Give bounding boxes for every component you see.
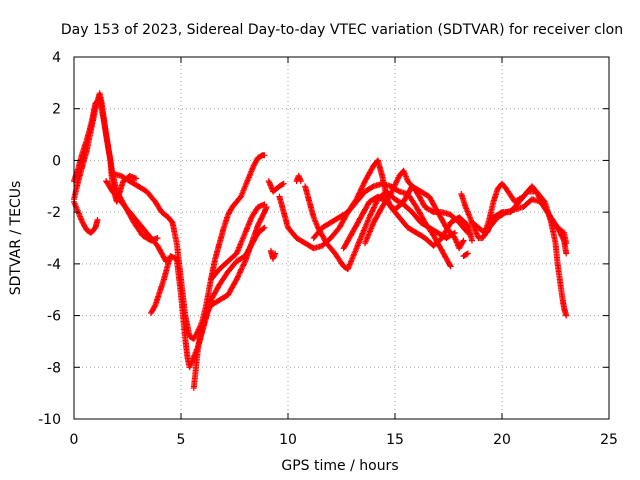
x-tick-label: 5	[177, 432, 186, 448]
grid-lines	[74, 57, 609, 419]
y-tick-label: -4	[47, 257, 61, 273]
data-point-markers	[362, 167, 471, 247]
y-axis-label: SDTVAR / TECUs	[8, 181, 24, 296]
tick-marks	[73, 56, 610, 420]
chart-title: Day 153 of 2023, Sidereal Day-to-day VTE…	[61, 22, 623, 38]
y-tick-label: 4	[52, 50, 61, 66]
series-track-l	[293, 172, 304, 185]
y-tick-label: -6	[47, 309, 61, 325]
data-point-markers	[293, 172, 304, 185]
data-point-markers	[267, 247, 279, 262]
data-point-markers	[460, 250, 471, 260]
x-tick-label: 20	[493, 432, 511, 448]
x-tick-label: 0	[70, 432, 79, 448]
y-tick-label: 0	[52, 153, 61, 169]
x-tick-label: 25	[600, 432, 618, 448]
data-point-markers	[310, 180, 454, 270]
series-track-t	[484, 188, 570, 319]
series-track-p	[362, 167, 471, 247]
data-point-markers	[190, 204, 270, 391]
y-tick-label: 2	[52, 102, 61, 118]
y-tick-label: -8	[47, 360, 61, 376]
series-track-j	[265, 178, 287, 195]
series-track-h	[208, 201, 268, 283]
x-axis-label: GPS time / hours	[281, 458, 398, 474]
y-tick-labels: -10 -8 -6 -4 -2 0 2 4	[38, 50, 61, 428]
data-point-markers	[103, 178, 169, 265]
data-point-markers	[484, 188, 570, 319]
y-tick-label: -2	[47, 205, 61, 221]
series-track-i	[267, 247, 279, 262]
data-point-markers	[208, 201, 268, 283]
x-tick-label: 15	[386, 432, 404, 448]
x-tick-label: 10	[279, 432, 297, 448]
series-track-e	[103, 178, 169, 265]
series-track-n	[310, 180, 454, 270]
data-markers	[71, 90, 570, 391]
series-track-g	[190, 204, 270, 391]
plot-border	[73, 56, 610, 420]
data-point-markers	[265, 178, 287, 195]
series-track-q	[460, 250, 471, 260]
x-tick-labels: 0 5 10 15 20 25	[70, 432, 618, 448]
y-tick-label: -10	[38, 412, 61, 428]
